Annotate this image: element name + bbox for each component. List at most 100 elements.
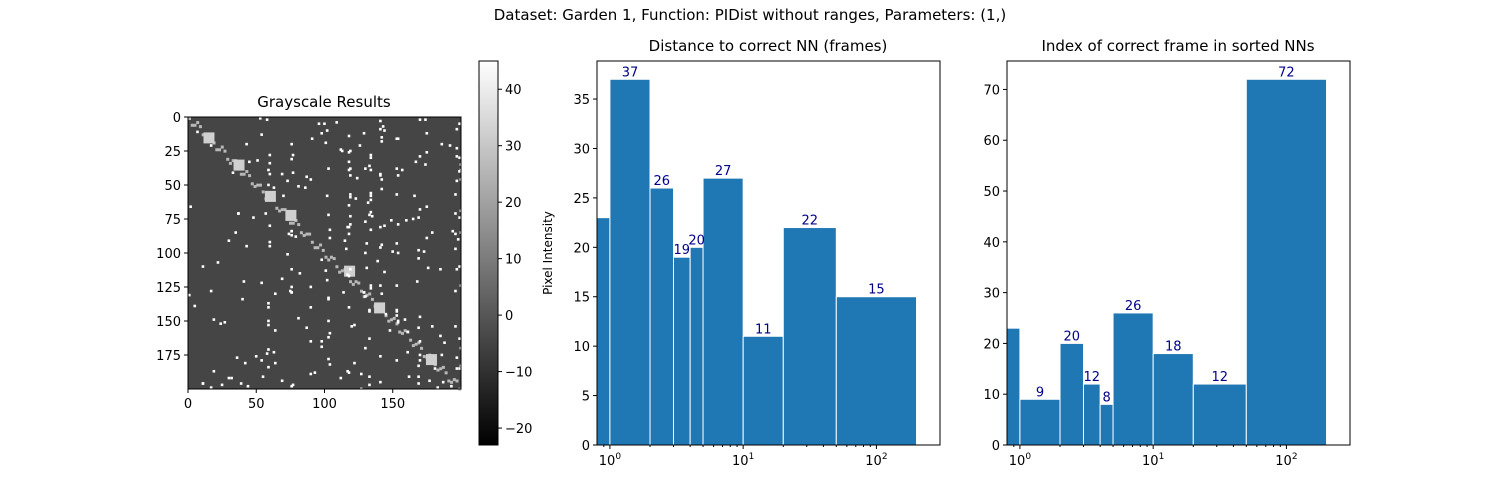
heatmap-outlier-cell xyxy=(325,194,329,198)
heatmap-outlier-cell xyxy=(327,335,330,339)
heatmap-outlier-cell xyxy=(290,384,293,388)
heatmap-outlier-cell xyxy=(368,310,371,313)
colorbar-tick-label: −20 xyxy=(505,422,532,437)
histogram-y-tick-label: 30 xyxy=(983,287,1000,302)
heatmap-diagonal-cell xyxy=(340,269,344,273)
heatmap-outlier-cell xyxy=(261,375,265,378)
heatmap-outlier-cell xyxy=(349,214,352,218)
heatmap-outlier-cell xyxy=(368,164,371,168)
heatmap-outlier-cell xyxy=(369,168,373,172)
heatmap-outlier-cell xyxy=(268,161,272,165)
heatmap-outlier-cell xyxy=(418,359,422,362)
heatmap-outlier-cell xyxy=(349,193,352,196)
histogram-bar xyxy=(1112,312,1154,445)
heatmap-outlier-cell xyxy=(456,238,460,241)
heatmap-diagonal-cell xyxy=(329,255,333,259)
heatmap-outlier-cell xyxy=(327,167,330,170)
heatmap-outlier-cell xyxy=(448,144,452,147)
colorbar-tick-label: −10 xyxy=(505,366,532,381)
heatmap-outlier-cell xyxy=(426,266,430,270)
histogram-bar xyxy=(1082,383,1101,445)
heatmap-outlier-cell xyxy=(396,137,400,140)
histogram-y-tick-label: 20 xyxy=(573,241,590,256)
heatmap-outlier-cell xyxy=(248,160,251,164)
heatmap-outlier-cell xyxy=(395,193,399,196)
histogram-bar xyxy=(1019,398,1061,445)
heatmap-diagonal-cell xyxy=(289,221,293,225)
heatmap-outlier-cell xyxy=(369,210,373,214)
heatmap-outlier-cell xyxy=(441,380,445,384)
heatmap-outlier-cell xyxy=(267,306,270,309)
heatmap-outlier-cell xyxy=(328,236,332,240)
heatmap-outlier-cell xyxy=(406,330,409,334)
histogram-bar-label: 9 xyxy=(1036,385,1044,400)
heatmap-outlier-cell xyxy=(273,361,277,365)
histogram-bar xyxy=(1007,327,1021,445)
heatmap-outlier-cell xyxy=(324,141,328,145)
heatmap-diagonal-cell xyxy=(439,367,443,371)
heatmap-outlier-cell xyxy=(267,365,270,369)
heatmap-outlier-cell xyxy=(380,178,384,181)
heatmap-outlier-cell xyxy=(347,168,351,172)
heatmap-outlier-cell xyxy=(455,127,459,131)
heatmap-outlier-cell xyxy=(395,137,399,140)
heatmap-x-tick-label: 150 xyxy=(380,397,405,412)
heatmap-outlier-cell xyxy=(267,319,270,323)
heatmap-outlier-cell xyxy=(342,291,345,294)
heatmap-outlier-cell xyxy=(454,212,457,215)
heatmap-diagonal-cell xyxy=(365,293,369,297)
distance-histogram-frame xyxy=(596,60,941,446)
heatmap-outlier-cell xyxy=(440,142,444,146)
histogram-y-tick-label: 20 xyxy=(983,337,1000,352)
heatmap-outlier-cell xyxy=(458,367,461,370)
histogram-bar xyxy=(649,187,674,445)
heatmap-outlier-cell xyxy=(237,212,240,215)
heatmap-diagonal-cell xyxy=(258,183,262,187)
heatmap-outlier-cell xyxy=(286,253,289,256)
heatmap-outlier-cell xyxy=(267,323,270,327)
heatmap-outlier-cell xyxy=(379,284,382,287)
heatmap-outlier-cell xyxy=(368,337,371,340)
heatmap-diagonal-cell xyxy=(193,123,197,127)
heatmap-outlier-cell xyxy=(209,386,213,389)
colorbar-tick-label: 40 xyxy=(505,83,522,98)
heatmap-outlier-cell xyxy=(383,224,386,228)
heatmap-outlier-cell xyxy=(268,153,272,157)
heatmap-outlier-cell xyxy=(370,214,374,218)
heatmap-outlier-cell xyxy=(290,291,293,294)
heatmap-outlier-cell xyxy=(430,231,434,234)
index-histogram-title: Index of correct frame in sorted NNs xyxy=(1041,37,1314,55)
heatmap-outlier-cell xyxy=(327,296,330,300)
heatmap-outlier-cell xyxy=(227,376,231,380)
heatmap-outlier-cell xyxy=(358,144,362,147)
heatmap-diagonal-cell xyxy=(201,133,205,137)
heatmap-diagonal-cell xyxy=(414,342,418,346)
heatmap-outlier-cell xyxy=(380,136,384,139)
heatmap-outlier-cell xyxy=(347,232,351,236)
histogram-bar xyxy=(782,227,837,445)
histogram-bar xyxy=(1245,78,1328,445)
histogram-y-tick-label: 0 xyxy=(582,439,590,454)
heatmap-outlier-cell xyxy=(417,248,420,252)
heatmap-diagonal-cell xyxy=(308,232,312,236)
heatmap-outlier-cell xyxy=(406,350,409,354)
colorbar-gradient xyxy=(478,60,499,446)
heatmap-outlier-cell xyxy=(379,119,382,123)
heatmap-outlier-cell xyxy=(335,121,339,124)
heatmap-diagonal-cell xyxy=(261,190,265,194)
heatmap-diagonal-cell xyxy=(275,206,279,210)
heatmap-outlier-cell xyxy=(440,353,444,357)
heatmap-outlier-cell xyxy=(364,167,367,170)
heatmap-outlier-cell xyxy=(455,367,459,370)
histogram-bar-label: 19 xyxy=(674,243,691,258)
heatmap-outlier-cell xyxy=(380,187,384,191)
heatmap-outlier-cell xyxy=(290,285,293,289)
heatmap-outlier-cell xyxy=(362,291,366,294)
heatmap-diagonal-cell xyxy=(297,223,301,227)
heatmap-outlier-cell xyxy=(273,329,277,332)
histogram-bar xyxy=(1059,342,1084,445)
heatmap-outlier-cell xyxy=(317,122,321,126)
heatmap-diagonal-cell xyxy=(190,123,194,127)
heatmap-outlier-cell xyxy=(390,219,393,222)
heatmap-diagonal-cell xyxy=(324,255,328,259)
